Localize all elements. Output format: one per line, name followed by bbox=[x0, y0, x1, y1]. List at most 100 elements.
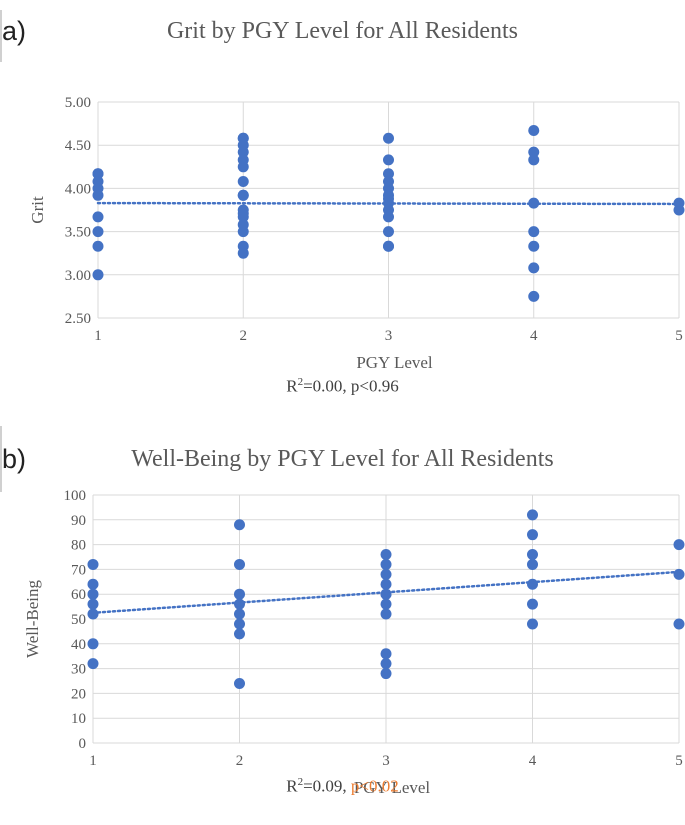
chart-a-stats: R2=0.00, p<0.96 bbox=[0, 376, 685, 397]
chart-b-point bbox=[87, 638, 99, 650]
chart-b-y-tick-label: 10 bbox=[71, 711, 86, 727]
chart-a-y-tick-label: 4.50 bbox=[65, 138, 91, 154]
chart-a-y-axis-title: Grit bbox=[28, 196, 47, 224]
panel-a-label-bar bbox=[0, 10, 2, 62]
chart-b-point bbox=[234, 558, 245, 570]
chart-a-point bbox=[528, 154, 540, 166]
chart-a-point bbox=[528, 290, 540, 302]
chart-b-y-tick-label: 20 bbox=[71, 686, 86, 702]
chart-b-y-tick-label: 40 bbox=[71, 637, 86, 653]
chart-a-x-axis-title: PGY Level bbox=[356, 353, 433, 372]
chart-a-point bbox=[92, 168, 104, 180]
chart-a-point bbox=[528, 146, 540, 158]
chart-b-point bbox=[527, 549, 538, 561]
chart-a-point bbox=[237, 146, 249, 158]
chart-b-point bbox=[87, 658, 99, 670]
chart-a-point bbox=[383, 240, 394, 252]
chart-a-y-tick-label: 3.00 bbox=[65, 268, 91, 284]
chart-b-point bbox=[380, 568, 392, 580]
chart-b-point bbox=[380, 658, 392, 670]
panel-a-label: a) bbox=[2, 16, 27, 46]
chart-a-point bbox=[383, 168, 394, 180]
chart-b-y-tick-label: 100 bbox=[64, 488, 87, 504]
chart-a-point bbox=[237, 247, 249, 259]
chart-b-point bbox=[527, 529, 538, 541]
chart-b-point bbox=[234, 628, 245, 640]
chart-b-point bbox=[673, 618, 685, 630]
chart-b-r2-sup: 2 bbox=[297, 776, 304, 788]
chart-b-x-tick-label: 5 bbox=[675, 753, 683, 769]
chart-a-r2-symbol: R bbox=[286, 376, 298, 396]
chart-b-point bbox=[234, 519, 245, 531]
chart-b-point bbox=[527, 558, 538, 570]
chart-b-point bbox=[527, 578, 538, 590]
chart-a-point bbox=[383, 226, 394, 238]
chart-b-x-tick-label: 2 bbox=[236, 753, 244, 769]
chart-b-point bbox=[234, 677, 245, 689]
chart-a-point bbox=[528, 226, 540, 238]
chart-a-point bbox=[92, 226, 104, 238]
chart-a-y-tick-label: 2.50 bbox=[65, 311, 91, 327]
chart-b-plot: 0 10 20 30 40 50 60 70 80 90 100 1 2 3 4 5 PGY Level Well… bbox=[23, 488, 685, 797]
chart-a-y-tick-label: 4.00 bbox=[65, 181, 91, 197]
chart-b-point bbox=[380, 668, 392, 680]
chart-b-y-tick-label: 0 bbox=[79, 736, 87, 752]
chart-a-point bbox=[237, 132, 249, 144]
chart-b-stats: R2=0.09, p<0.02 bbox=[0, 776, 685, 797]
chart-b-point bbox=[234, 618, 245, 630]
chart-b-r2-symbol: R bbox=[286, 776, 298, 796]
chart-a-trendline bbox=[96, 201, 681, 206]
panel-b-label: b) bbox=[2, 444, 27, 474]
chart-b-trendline bbox=[91, 570, 681, 615]
chart-a-y-tick-label: 3.50 bbox=[65, 225, 91, 241]
chart-b-x-tick-label: 4 bbox=[529, 753, 537, 769]
chart-b-point bbox=[527, 509, 538, 521]
chart-a-y-tick-label: 5.00 bbox=[65, 95, 91, 111]
chart-a-plot: 2.50 3.00 3.50 4.00 4.50 5.00 1 2 3 4 5 PGY Level Gr… bbox=[28, 95, 685, 372]
chart-b-p-text: p<0.02 bbox=[350, 776, 399, 796]
panel-b-label-bar bbox=[0, 426, 2, 492]
chart-a-point bbox=[92, 189, 104, 201]
chart-a-point bbox=[92, 211, 104, 223]
chart-b-point bbox=[380, 608, 392, 620]
chart-b-y-tick-label: 90 bbox=[71, 513, 86, 529]
chart-a-point bbox=[237, 207, 249, 219]
chart-a-point bbox=[528, 125, 540, 137]
chart-a-point bbox=[383, 211, 394, 223]
chart-a-point bbox=[383, 193, 394, 205]
chart-a-r2-text: =0.00, p<0.96 bbox=[303, 376, 399, 396]
chart-a-title: Grit by PGY Level for All Residents bbox=[166, 18, 519, 44]
chart-b-r2-text: =0.09, bbox=[303, 776, 351, 796]
chart-b-point bbox=[87, 558, 99, 570]
chart-a-point bbox=[383, 154, 394, 166]
chart-b-point bbox=[380, 588, 392, 600]
chart-b-title: Well-Being by PGY Level for All Resident… bbox=[131, 446, 554, 472]
chart-b-point bbox=[527, 598, 538, 610]
chart-a-x-tick-label: 4 bbox=[530, 328, 538, 344]
chart-b-y-axis-title: Well-Being bbox=[23, 580, 42, 658]
panel-a: a) Grit by PGY Level for All Residents 2… bbox=[0, 0, 685, 405]
chart-a-point bbox=[528, 240, 540, 252]
chart-b-point bbox=[380, 558, 392, 570]
chart-a-point bbox=[237, 175, 249, 187]
chart-a-point bbox=[92, 269, 104, 281]
chart-b-point bbox=[87, 598, 99, 610]
chart-b-point bbox=[380, 648, 392, 660]
chart-b-y-tick-label: 80 bbox=[71, 538, 86, 554]
chart-b-point bbox=[234, 608, 245, 620]
chart-a-point bbox=[237, 189, 249, 201]
chart-a-point bbox=[383, 132, 394, 144]
chart-b-y-tick-label: 50 bbox=[71, 612, 86, 628]
chart-b-point bbox=[234, 588, 245, 600]
chart-a-r2-sup: 2 bbox=[297, 376, 304, 388]
chart-a-x-tick-label: 5 bbox=[675, 328, 683, 344]
chart-b-point bbox=[87, 578, 99, 590]
chart-b-point bbox=[673, 568, 685, 580]
chart-a-point bbox=[673, 204, 685, 216]
chart-a-point bbox=[237, 161, 249, 173]
chart-b-y-tick-label: 70 bbox=[71, 562, 86, 578]
chart-a-x-tick-label: 3 bbox=[385, 328, 393, 344]
chart-b-x-tick-label: 3 bbox=[382, 753, 390, 769]
chart-a-point bbox=[92, 240, 104, 252]
chart-b-point bbox=[380, 598, 392, 610]
